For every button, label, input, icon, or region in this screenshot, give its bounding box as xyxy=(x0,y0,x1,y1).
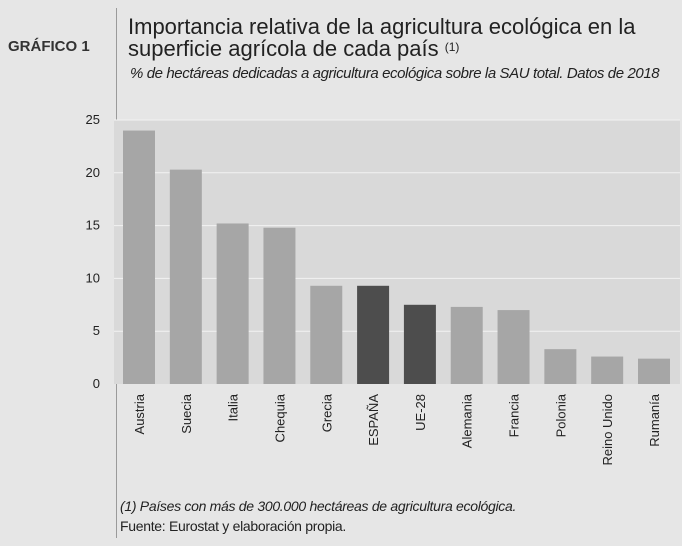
x-tick-label: Grecia xyxy=(319,393,334,432)
bar-rumanía xyxy=(638,358,670,384)
y-tick-label: 5 xyxy=(93,323,100,338)
grid-lines xyxy=(114,119,680,332)
plot-area xyxy=(114,120,680,384)
x-tick-label: Polonia xyxy=(553,393,568,437)
x-tick-label: Suecia xyxy=(179,393,194,434)
x-tick-label: UE-28 xyxy=(413,394,428,431)
y-axis-ticks: 0 5 10 15 20 25 xyxy=(86,112,100,391)
bar-polonia xyxy=(544,349,577,384)
bars xyxy=(123,130,670,384)
x-tick-label: Reino Unido xyxy=(600,394,615,466)
x-tick-label: ESPAÑA xyxy=(366,394,381,446)
bar-suecia xyxy=(169,169,202,384)
y-tick-label: 20 xyxy=(86,165,100,180)
x-axis-labels: Austria Suecia Italia Chequia Grecia ESPAÑA UE… xyxy=(132,393,662,465)
figure-label: GRÁFICO 1 xyxy=(8,38,90,55)
title-note: (1) xyxy=(444,40,460,54)
bar-grecia xyxy=(310,285,343,384)
x-tick-label: Alemania xyxy=(460,393,475,448)
chart-subtitle: % de hectáreas dedicadas a agricultura e… xyxy=(130,65,660,82)
bar-chequia xyxy=(263,227,296,384)
chart-title-text: Importancia relativa de la agricultura e… xyxy=(128,14,636,61)
y-tick-label: 10 xyxy=(86,270,100,285)
x-tick-label: Chequia xyxy=(272,393,287,442)
chart-title: Importancia relativa de la agricultura e… xyxy=(128,16,678,60)
bar-alemania xyxy=(450,306,483,384)
y-tick-label: 15 xyxy=(86,218,100,233)
x-tick-label: Italia xyxy=(226,393,241,421)
x-tick-label: Rumanía xyxy=(647,393,662,447)
x-tick-label: Austria xyxy=(132,393,147,434)
source-note: Fuente: Eurostat y elaboración propia. xyxy=(120,518,346,534)
bar-ue-28 xyxy=(403,304,436,384)
bar-reino-unido xyxy=(591,356,624,384)
y-tick-label: 25 xyxy=(86,112,100,127)
y-tick-label: 0 xyxy=(93,376,100,391)
bar-austria xyxy=(123,130,155,384)
x-tick-label: Francia xyxy=(507,393,522,437)
bar-italia xyxy=(216,223,249,384)
bar-chart: 0 5 10 15 20 25 Austria Suecia Italia Chequia Gre… xyxy=(86,112,680,466)
footnote: (1) Países con más de 300.000 hectáreas … xyxy=(120,498,517,514)
bar-españa xyxy=(357,285,390,384)
bar-francia xyxy=(497,310,530,384)
